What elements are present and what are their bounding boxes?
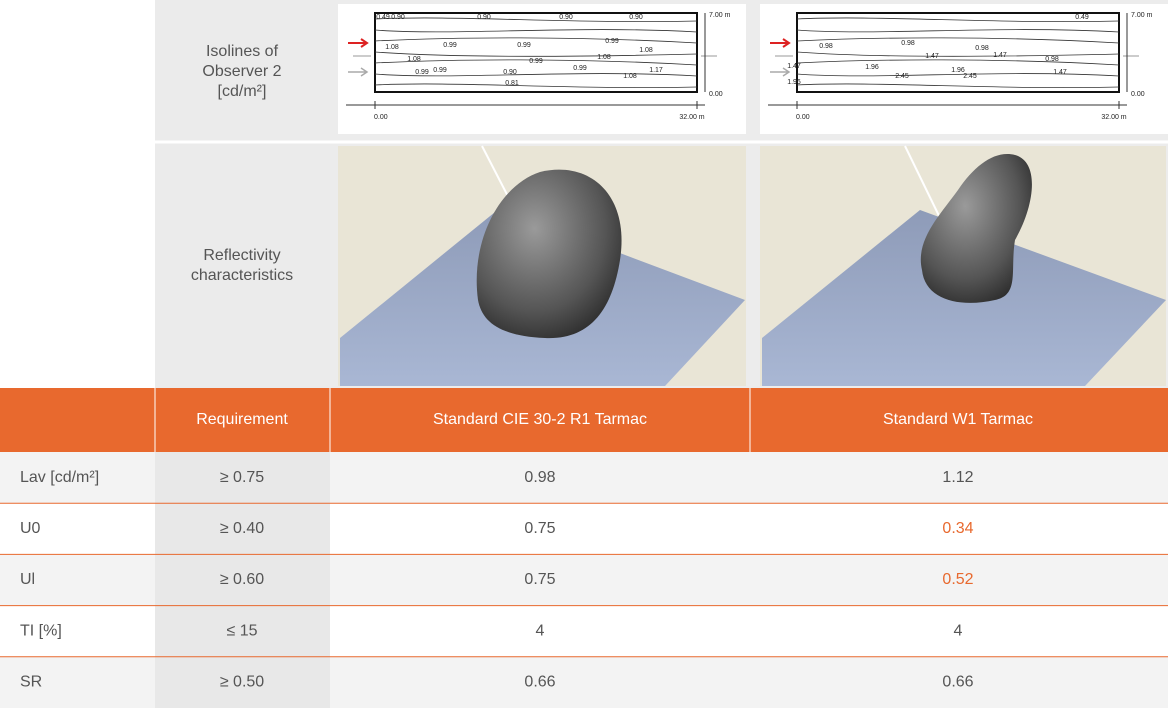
table-cell: 1.12 bbox=[942, 469, 973, 486]
isoline-label: 0.98 bbox=[1045, 56, 1059, 63]
isoline-label: 1.47 bbox=[787, 63, 801, 70]
table-cell: SR bbox=[20, 674, 42, 691]
isoline-label: 1.08 bbox=[639, 47, 653, 54]
table-cell: 4 bbox=[954, 622, 963, 639]
isoline-label: 0.99 bbox=[529, 58, 543, 65]
isoline-label: 1.08 bbox=[623, 73, 637, 80]
isoline-label: 0.99 bbox=[573, 65, 587, 72]
isoline-diagram: 0.90 0.90 0.90 0.90 1.08 0.99 0.99 0.99 0.99 1.08… bbox=[338, 4, 746, 134]
table-cell: 0.52 bbox=[942, 571, 973, 588]
isoline-label: 1.47 bbox=[1053, 69, 1067, 76]
isoline-label: 0.90 bbox=[477, 14, 491, 21]
header-cell: Requirement bbox=[196, 411, 288, 428]
table-cell: 0.75 bbox=[524, 520, 555, 537]
row-label: Isolines of bbox=[206, 43, 279, 60]
isoline-label: 0.49 bbox=[1075, 14, 1089, 21]
table-cell: ≥ 0.75 bbox=[220, 469, 264, 486]
table-cell: 0.75 bbox=[524, 571, 555, 588]
isoline-label: 0.99 bbox=[433, 67, 447, 74]
isoline-label: 0.99 bbox=[605, 38, 619, 45]
page: Isolines of Observer 2 [cd/m²] Reflectivity… bbox=[0, 0, 1168, 708]
isoline-label: 1.17 bbox=[649, 67, 663, 74]
isoline-label: 2.45 bbox=[963, 73, 977, 80]
table-cell: Lav [cd/m²] bbox=[20, 469, 99, 486]
table-cell: Ul bbox=[20, 571, 35, 588]
isoline-label: 1.47 bbox=[925, 53, 939, 60]
table-cell: 0.66 bbox=[524, 674, 555, 691]
table-cell: ≥ 0.60 bbox=[220, 571, 264, 588]
table-cell: ≤ 15 bbox=[226, 622, 257, 639]
table-cell: 4 bbox=[536, 622, 545, 639]
isoline-label: 1.08 bbox=[385, 44, 399, 51]
isoline-label: 0.90 bbox=[391, 14, 405, 21]
isoline-label: 1.08 bbox=[407, 56, 421, 63]
isoline-label: 0.99 bbox=[415, 69, 429, 76]
isoline-label: 0.90 bbox=[503, 69, 517, 76]
axis-label: 32.00 m bbox=[679, 114, 704, 121]
scale-label: 7.00 m bbox=[709, 12, 731, 19]
isoline-label: 0.81 bbox=[505, 80, 519, 87]
isoline-label: 1.96 bbox=[865, 64, 879, 71]
row-label: characteristics bbox=[191, 267, 293, 284]
isoline-label: 1.08 bbox=[597, 54, 611, 61]
axis-label: 0.00 bbox=[796, 114, 810, 121]
axis-label: 0.00 bbox=[374, 114, 388, 121]
isoline-label: 0.99 bbox=[517, 42, 531, 49]
header-cell: Standard CIE 30-2 R1 Tarmac bbox=[433, 411, 647, 428]
isoline-label: 0.99 bbox=[443, 42, 457, 49]
isoline-label: 0.90 bbox=[559, 14, 573, 21]
table-cell: ≥ 0.40 bbox=[220, 520, 264, 537]
isoline-label: 0.90 bbox=[629, 14, 643, 21]
isoline-label: 2.45 bbox=[895, 73, 909, 80]
isoline-label: 0.49 bbox=[376, 14, 390, 21]
table-cell: U0 bbox=[20, 520, 41, 537]
row-label: [cd/m²] bbox=[218, 83, 267, 100]
header-cell: Standard W1 Tarmac bbox=[883, 411, 1033, 428]
axis-label: 32.00 m bbox=[1101, 114, 1126, 121]
row-label: Observer 2 bbox=[202, 63, 281, 80]
scale-label: 7.00 m bbox=[1131, 12, 1153, 19]
isoline-label: 0.98 bbox=[819, 43, 833, 50]
scale-label: 0.00 bbox=[1131, 91, 1145, 98]
isoline-label: 1.96 bbox=[787, 79, 801, 86]
table-cell: TI [%] bbox=[20, 622, 62, 639]
table-cell: ≥ 0.50 bbox=[220, 674, 264, 691]
row-label: Reflectivity bbox=[203, 247, 280, 264]
isoline-label: 0.98 bbox=[901, 40, 915, 47]
table-cell: 0.98 bbox=[524, 469, 555, 486]
scale-label: 0.00 bbox=[709, 91, 723, 98]
table-cell: 0.34 bbox=[942, 520, 973, 537]
isoline-label: 1.47 bbox=[993, 52, 1007, 59]
isoline-label: 0.98 bbox=[975, 45, 989, 52]
table-cell: 0.66 bbox=[942, 674, 973, 691]
